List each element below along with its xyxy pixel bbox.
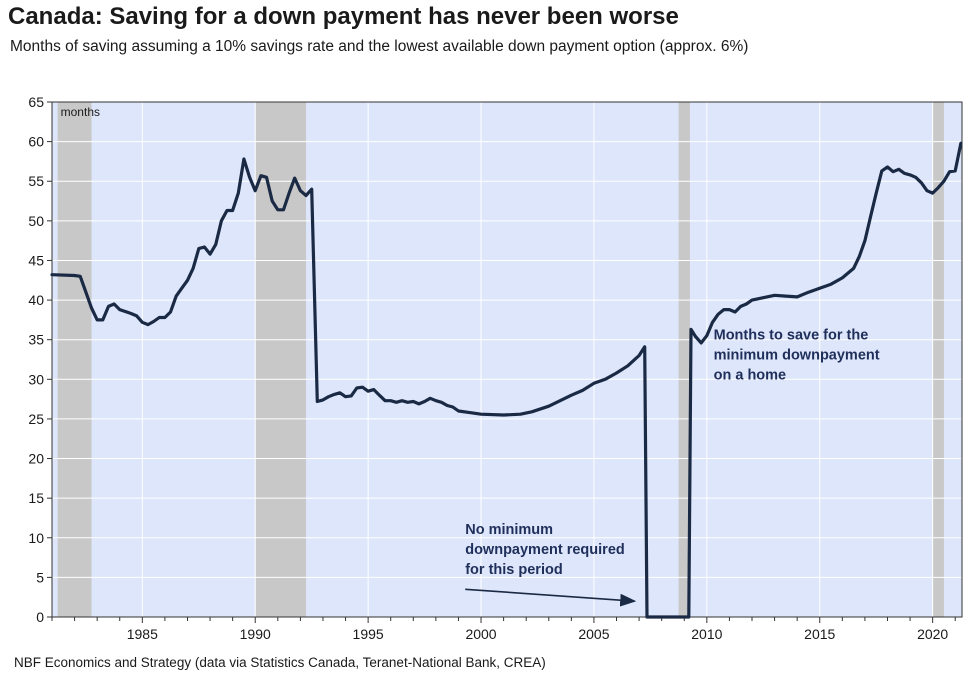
x-tick-label: 2020 bbox=[917, 626, 948, 642]
recession-band bbox=[255, 102, 307, 617]
x-tick-label: 1995 bbox=[353, 626, 384, 642]
grid-lines bbox=[52, 101, 962, 617]
series-lines bbox=[50, 141, 963, 619]
x-tick-label: 2000 bbox=[465, 626, 496, 642]
y-tick-label: 60 bbox=[28, 134, 44, 150]
chart-subtitle: Months of saving assuming a 10% savings … bbox=[10, 38, 749, 55]
y-tick-label: 65 bbox=[28, 94, 44, 110]
y-tick-label: 20 bbox=[28, 451, 44, 467]
annotation-arrow bbox=[465, 588, 637, 607]
annotation-text: on a home bbox=[714, 368, 787, 384]
y-tick-label: 25 bbox=[28, 411, 44, 427]
x-tick-label: 1985 bbox=[127, 626, 158, 642]
annotations: Months to save for the minimum downpaymen… bbox=[465, 328, 880, 607]
annotation-text: for this period bbox=[465, 562, 562, 578]
recession-band bbox=[678, 102, 690, 617]
y-unit-label: months bbox=[61, 105, 100, 119]
y-tick-label: 40 bbox=[28, 292, 44, 308]
y-tick-label: 45 bbox=[28, 252, 44, 268]
axes: 0 5 10 15 20 25 30 35 40 45 50 55 60 65 1985 1990 1995 20… bbox=[28, 94, 963, 642]
source-note: NBF Economics and Strategy (data via Sta… bbox=[14, 655, 546, 670]
y-tick-label: 50 bbox=[28, 213, 44, 229]
annotation-text: Months to save for the bbox=[714, 328, 869, 344]
recession-band bbox=[57, 102, 92, 617]
x-tick-label: 2015 bbox=[804, 626, 835, 642]
x-tick-label: 1990 bbox=[240, 626, 271, 642]
chart-title: Canada: Saving for a down payment has ne… bbox=[8, 3, 679, 30]
series-line-months-to-save bbox=[50, 141, 963, 619]
y-tick-label: 15 bbox=[28, 490, 44, 506]
y-tick-label: 5 bbox=[36, 569, 44, 585]
y-tick-label: 0 bbox=[36, 609, 44, 625]
plot-frame bbox=[51, 101, 963, 618]
y-tick-label: 35 bbox=[28, 332, 44, 348]
plot-background bbox=[52, 102, 962, 617]
recession-band bbox=[932, 102, 944, 617]
y-tick-label: 10 bbox=[28, 530, 44, 546]
annotation-text: No minimum bbox=[465, 522, 553, 538]
x-tick-label: 2010 bbox=[691, 626, 722, 642]
annotation-text: minimum downpayment bbox=[714, 348, 880, 364]
x-tick-label: 2005 bbox=[578, 626, 609, 642]
y-tick-label: 30 bbox=[28, 371, 44, 387]
y-tick-label: 55 bbox=[28, 173, 44, 189]
annotation-text: downpayment required bbox=[465, 542, 625, 558]
